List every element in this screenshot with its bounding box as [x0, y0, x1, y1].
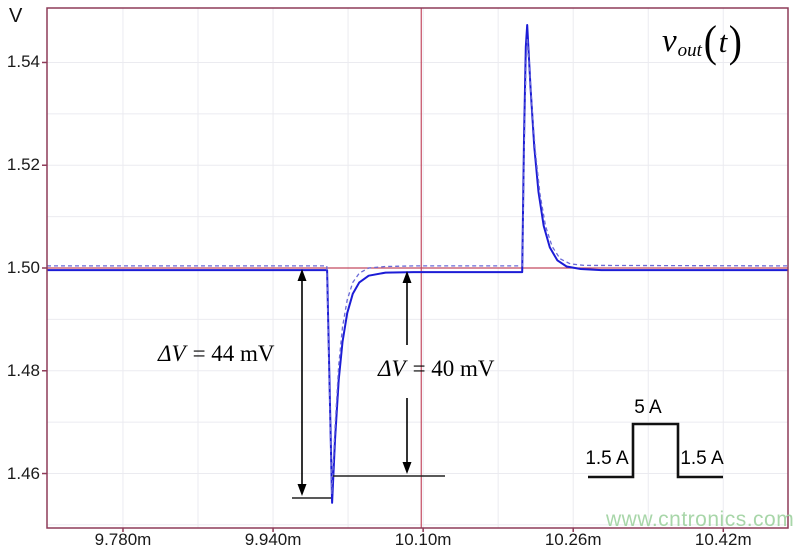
load-step-inset — [588, 422, 723, 479]
y-tick-label: 1.46 — [6, 463, 40, 483]
arrow-44mv-head-down-icon — [297, 484, 307, 496]
plot-frame — [46, 7, 789, 529]
x-tick-label: 9.780m — [94, 530, 152, 549]
y-tick-label: 1.52 — [6, 155, 40, 175]
delta-v-arrows — [292, 269, 445, 499]
inset-label-top: 5 A — [634, 397, 662, 418]
inset-label-right: 1.5 A — [680, 448, 724, 469]
delta-symbol: ΔV — [378, 356, 406, 381]
trace-solid — [47, 24, 788, 504]
cursor-crosshair — [47, 8, 788, 528]
y-tick-label: 1.54 — [6, 52, 40, 72]
x-tick-label: 9.940m — [244, 530, 302, 549]
trace-title-vout: v out(t) — [662, 17, 743, 66]
delta-v-40-label: ΔV = 40 mV — [378, 356, 495, 381]
y-tick-label: 1.48 — [6, 360, 40, 380]
x-tick-label: 10.10m — [394, 530, 452, 549]
delta-v-44-label: ΔV = 44 mV — [158, 341, 275, 366]
arrow-40mv-head-up-icon — [402, 271, 412, 283]
y-tick-label: 1.50 — [6, 258, 40, 277]
arrow-40mv-head-down-icon — [402, 462, 412, 474]
arrow-44mv-head-up-icon — [297, 269, 307, 281]
voltage-traces — [47, 24, 789, 504]
delta-symbol: ΔV — [158, 341, 186, 366]
x-tick-label: 10.42m — [694, 530, 752, 549]
trace-dashed — [47, 37, 789, 495]
inset-label-left: 1.5 A — [585, 448, 629, 469]
load-step-waveform — [588, 422, 723, 479]
x-tick-label: 10.26m — [544, 530, 602, 549]
watermark: www.cntronics.com — [606, 508, 795, 531]
y-axis-unit-label: V — [9, 5, 23, 27]
